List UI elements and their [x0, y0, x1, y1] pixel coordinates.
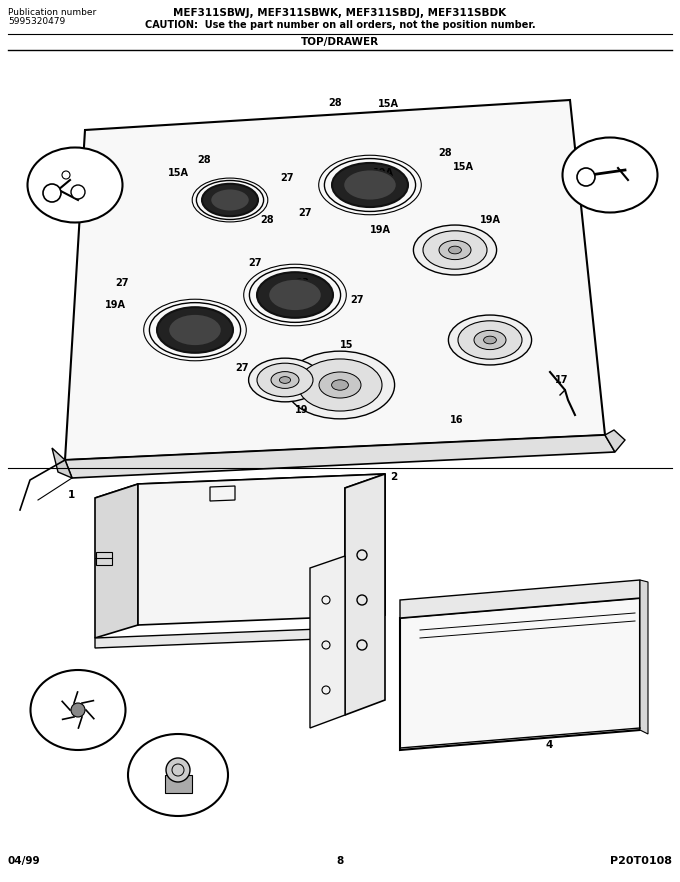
Text: 19A: 19A [105, 300, 126, 310]
Circle shape [43, 184, 61, 202]
Polygon shape [165, 775, 192, 793]
Text: 19: 19 [295, 405, 309, 415]
Ellipse shape [271, 371, 299, 388]
Ellipse shape [319, 372, 361, 398]
Ellipse shape [332, 163, 408, 207]
Ellipse shape [202, 183, 258, 216]
Text: 15A: 15A [168, 168, 189, 178]
Polygon shape [345, 474, 385, 715]
Ellipse shape [562, 138, 658, 213]
Text: 4: 4 [545, 740, 552, 750]
Polygon shape [65, 435, 615, 478]
Text: 18: 18 [603, 145, 617, 155]
Text: 2: 2 [390, 472, 397, 482]
Text: 1: 1 [68, 490, 75, 500]
Ellipse shape [279, 377, 290, 384]
Ellipse shape [210, 189, 250, 212]
Ellipse shape [257, 273, 333, 318]
Text: MEF311SBWJ, MEF311SBWK, MEF311SBDJ, MEF311SBDK: MEF311SBWJ, MEF311SBWK, MEF311SBDJ, MEF3… [173, 8, 507, 18]
Ellipse shape [483, 336, 496, 344]
Ellipse shape [413, 225, 496, 275]
Polygon shape [95, 474, 385, 498]
Text: 18A: 18A [58, 152, 79, 162]
Text: TOP/DRAWER: TOP/DRAWER [301, 37, 379, 47]
Text: 8: 8 [337, 856, 343, 866]
Ellipse shape [257, 363, 313, 397]
Text: 28: 28 [260, 215, 273, 225]
Polygon shape [310, 556, 345, 728]
Text: 19A: 19A [370, 225, 391, 235]
Circle shape [62, 171, 70, 179]
Polygon shape [95, 484, 138, 638]
Text: 27: 27 [280, 173, 294, 183]
Polygon shape [400, 598, 640, 750]
Polygon shape [345, 474, 385, 628]
Ellipse shape [298, 359, 382, 411]
Polygon shape [95, 628, 345, 648]
Text: 15A: 15A [453, 162, 474, 172]
Text: b: b [354, 638, 358, 647]
Ellipse shape [474, 331, 506, 349]
Text: 19A: 19A [480, 215, 501, 225]
Circle shape [577, 168, 595, 186]
Circle shape [71, 703, 85, 717]
Text: 28: 28 [197, 155, 211, 165]
Text: 15A: 15A [378, 99, 399, 109]
Circle shape [166, 758, 190, 782]
Ellipse shape [423, 231, 487, 269]
Ellipse shape [157, 307, 233, 353]
Text: 16: 16 [450, 415, 464, 425]
Polygon shape [640, 580, 648, 734]
Polygon shape [400, 580, 640, 618]
Text: 44: 44 [170, 748, 184, 758]
Ellipse shape [128, 734, 228, 816]
Polygon shape [52, 448, 72, 478]
Ellipse shape [458, 321, 522, 359]
Text: b: b [354, 548, 358, 557]
Ellipse shape [449, 246, 462, 254]
Text: b: b [354, 593, 358, 602]
Text: 19A: 19A [373, 168, 394, 178]
Text: 27: 27 [235, 363, 248, 373]
Ellipse shape [269, 279, 322, 311]
Text: 28: 28 [295, 278, 309, 288]
Polygon shape [65, 100, 605, 460]
Text: 04/99: 04/99 [8, 856, 41, 866]
Ellipse shape [439, 241, 471, 259]
Text: 27: 27 [298, 208, 311, 218]
Text: P20T0108: P20T0108 [610, 856, 672, 866]
Polygon shape [138, 474, 385, 625]
Ellipse shape [448, 315, 532, 365]
Text: 27: 27 [115, 278, 129, 288]
Ellipse shape [343, 169, 396, 200]
Ellipse shape [27, 147, 122, 222]
Text: 15: 15 [340, 340, 354, 350]
Ellipse shape [249, 358, 322, 402]
Ellipse shape [169, 314, 222, 346]
Ellipse shape [31, 670, 126, 750]
Ellipse shape [332, 380, 348, 390]
Text: 27: 27 [350, 295, 364, 305]
Text: 28: 28 [438, 148, 452, 158]
Text: 27: 27 [248, 258, 262, 268]
Circle shape [71, 185, 85, 199]
Polygon shape [605, 430, 625, 452]
Ellipse shape [286, 351, 394, 419]
Text: 5995320479: 5995320479 [8, 17, 65, 26]
Text: CAUTION:  Use the part number on all orders, not the position number.: CAUTION: Use the part number on all orde… [145, 20, 535, 30]
Text: 7: 7 [70, 682, 77, 692]
Text: 28: 28 [328, 98, 341, 108]
Text: Publication number: Publication number [8, 8, 97, 17]
Text: 17: 17 [555, 375, 568, 385]
